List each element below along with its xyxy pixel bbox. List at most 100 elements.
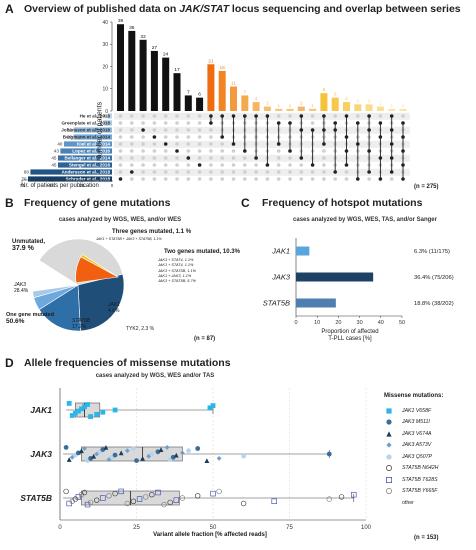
matrix-dot — [367, 177, 371, 181]
matrix-dot — [130, 156, 134, 160]
upset-bar-label: 8 — [323, 87, 326, 93]
c-bar — [296, 272, 374, 282]
legend-shape — [386, 431, 392, 437]
study-bar — [64, 141, 112, 147]
d-point — [118, 488, 124, 495]
matrix-dot — [118, 163, 123, 167]
panel-a-n: (n = 275) — [414, 184, 439, 190]
study-count: 43 — [54, 149, 60, 154]
panel-b-title: Frequency of gene mutations — [24, 197, 171, 209]
upset-bar-label: 17 — [174, 67, 180, 73]
d-x-tick-label: 75 — [286, 525, 293, 531]
panel-b-n: (n = 87) — [194, 336, 216, 342]
d-point — [79, 406, 84, 412]
matrix-dot — [265, 177, 270, 181]
legend-shape — [386, 419, 392, 425]
d-point — [94, 451, 100, 457]
matrix-dot — [220, 177, 224, 181]
legend-label: JAK3 V674A — [402, 430, 432, 437]
panel-a-title: Overview of published data on JAK/STAT l… — [24, 3, 461, 15]
matrix-dot — [243, 163, 247, 167]
matrix-dot — [288, 163, 292, 167]
d-point — [204, 458, 210, 463]
matrix-dot — [175, 142, 179, 146]
c-value-label: 18.8% (38/202) — [414, 301, 454, 307]
panel-d-xlabel: Variant allele fraction [% affected read… — [153, 532, 267, 538]
matrix-dot — [197, 149, 202, 153]
matrix-dot — [118, 156, 123, 160]
d-point — [195, 446, 201, 451]
matrix-dot — [276, 163, 281, 167]
legend-item: STAT5B T628S — [384, 474, 474, 486]
panel-b-letter: B — [5, 196, 14, 210]
matrix-dot — [152, 142, 157, 146]
c-category-label: JAK1 — [271, 247, 290, 256]
matrix-row-band — [114, 168, 410, 176]
study-bar — [107, 113, 112, 119]
matrix-dot — [220, 170, 224, 174]
matrix-dot — [310, 177, 315, 181]
d-point — [75, 450, 81, 456]
d-point — [85, 402, 90, 407]
matrix-dot — [186, 135, 191, 139]
matrix-dot-active — [152, 135, 157, 139]
d-point — [82, 446, 87, 451]
legend-shape — [386, 442, 392, 448]
legend-marker — [386, 408, 392, 414]
legend-item: JAK3 V674A — [384, 428, 474, 440]
d-point — [82, 404, 87, 410]
upset-bar-label: 6 — [198, 92, 201, 98]
d-point — [164, 445, 170, 450]
d-point — [100, 447, 106, 452]
matrix-dot — [209, 142, 213, 146]
d-point — [72, 410, 78, 416]
d-x-tick-label: 100 — [361, 525, 372, 531]
study-bar — [28, 176, 112, 182]
study-count: 45 — [51, 163, 57, 168]
pie-unmutated-label: Unmutated, 37.9 % — [12, 239, 45, 252]
matrix-dot — [220, 142, 224, 146]
upset-bar — [173, 73, 181, 111]
upset-bar-label: 27 — [152, 45, 158, 51]
panel-c-letter: C — [241, 196, 250, 210]
panel-d-legend-title: Missense mutations: — [384, 393, 444, 399]
legend-marker — [386, 431, 392, 437]
matrix-dot — [276, 149, 281, 153]
matrix-dot — [378, 114, 383, 118]
matrix-dot — [197, 114, 202, 118]
d-point — [142, 494, 149, 500]
legend-label: STAT5B Y665F — [402, 488, 438, 495]
panel-a-letter: A — [5, 2, 14, 16]
upset-bar — [184, 95, 192, 111]
study-count: 40 — [57, 142, 63, 147]
upset-bar-label: 1 — [289, 103, 292, 109]
d-point — [161, 501, 167, 508]
upset-bar-label: 4 — [345, 96, 348, 102]
d-point — [87, 499, 94, 506]
matrix-dot — [152, 149, 157, 153]
matrix-dot — [299, 163, 304, 167]
matrix-dot — [344, 177, 349, 181]
upset-bar — [388, 108, 396, 111]
matrix-dot — [322, 149, 326, 153]
d-point — [173, 497, 179, 503]
matrix-dot — [288, 156, 292, 160]
matrix-dot — [130, 177, 134, 181]
matrix-row-band — [114, 112, 410, 120]
upset-bar — [343, 102, 350, 111]
matrix-dot — [209, 128, 213, 132]
matrix-dot — [175, 177, 179, 181]
study-name: Andersson et al., 2018 — [61, 170, 110, 175]
upset-y-tick-label: 30 — [102, 42, 108, 48]
pie-two-gene-label: Two genes mutated, 10.3% — [164, 249, 240, 255]
panel-d-legend: JAK1 V658F JAK3 M511I JAK3 V674A JAK3 A573V… — [384, 405, 474, 509]
matrix-dot-active — [163, 142, 168, 146]
matrix-dot — [197, 142, 202, 146]
matrix-dot — [152, 114, 157, 118]
matrix-dot — [344, 170, 349, 174]
matrix-dot — [130, 142, 134, 146]
matrix-dot — [163, 128, 168, 132]
d-point — [130, 498, 137, 504]
matrix-dot — [130, 121, 134, 125]
